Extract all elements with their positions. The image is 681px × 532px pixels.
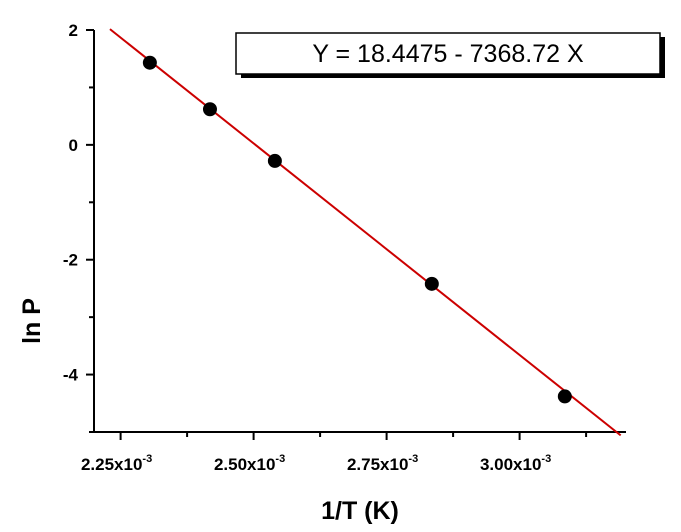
data-points — [142, 55, 572, 404]
data-point — [267, 153, 282, 168]
y-tick-label: 2 — [69, 21, 78, 40]
y-tick-label: -4 — [63, 366, 79, 385]
equation-box: Y = 18.4475 - 7368.72 X — [235, 32, 665, 78]
data-point — [202, 102, 217, 117]
x-tick-label: 2.50x10-3 — [214, 453, 285, 474]
y-tick-label: 0 — [69, 136, 78, 155]
data-point — [557, 389, 572, 404]
fit-line — [109, 28, 622, 437]
x-axis-title: 1/T (K) — [321, 497, 399, 525]
data-point — [142, 55, 157, 70]
x-tick-label: 2.25x10-3 — [81, 453, 152, 474]
y-axis-title: ln P — [18, 298, 46, 344]
data-point — [424, 276, 439, 291]
equation-label: Y = 18.4475 - 7368.72 X — [312, 40, 584, 68]
x-tick-label: 2.75x10-3 — [347, 453, 418, 474]
y-tick-label: -2 — [63, 251, 78, 270]
axis-ticks: 2 0 -2 -4 2.25x10-3 2.50x10-3 2.75x10-3 3.00x10… — [63, 21, 588, 474]
fit-line-group — [109, 28, 622, 437]
x-tick-label: 3.00x10-3 — [480, 453, 551, 474]
